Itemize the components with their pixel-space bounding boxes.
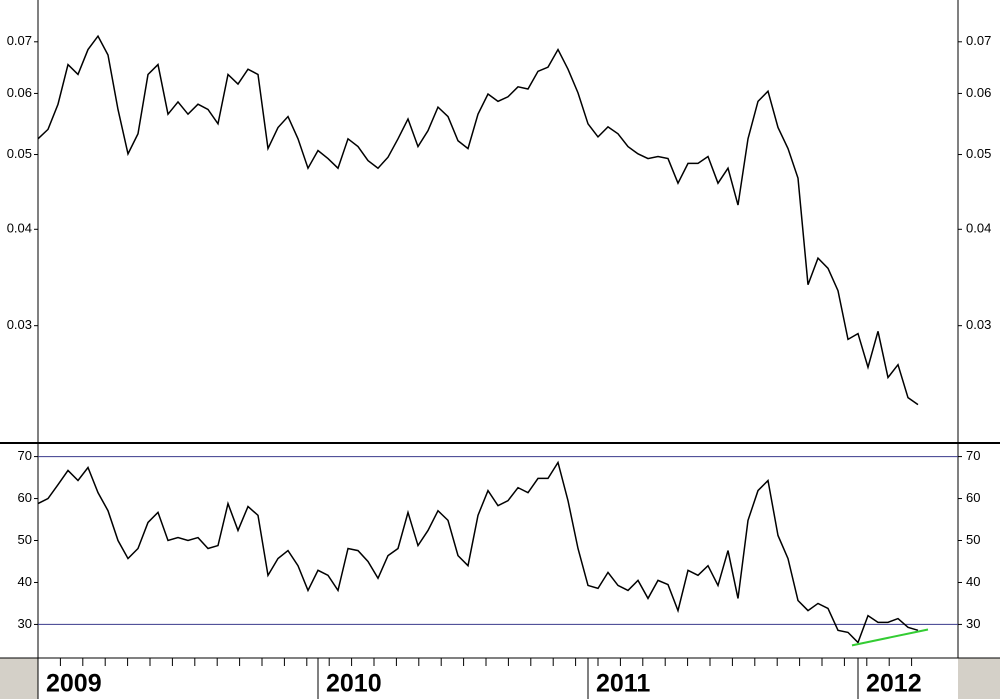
x-tick-label: 2009 bbox=[46, 670, 102, 698]
y-tick-label: 40 bbox=[18, 574, 32, 589]
y-tick-label: 70 bbox=[18, 448, 32, 463]
y-tick-label: 0.06 bbox=[966, 85, 991, 100]
x-tick-label: 2010 bbox=[326, 670, 382, 698]
y-tick-label: 40 bbox=[966, 574, 980, 589]
y-tick-label: 0.03 bbox=[7, 317, 32, 332]
y-tick-label: 60 bbox=[966, 490, 980, 505]
y-tick-label: 0.07 bbox=[966, 33, 991, 48]
price-line bbox=[37, 34, 919, 406]
price-line bbox=[37, 460, 919, 644]
x-tick-label: 2012 bbox=[866, 670, 922, 698]
y-tick-label: 0.05 bbox=[966, 146, 991, 161]
y-tick-label: 0.07 bbox=[7, 33, 32, 48]
y-tick-label: 30 bbox=[18, 616, 32, 631]
y-tick-label: 0.03 bbox=[966, 317, 991, 332]
y-tick-label: 0.06 bbox=[7, 85, 32, 100]
x-tick-label: 2011 bbox=[596, 670, 650, 698]
y-tick-label: 0.04 bbox=[7, 221, 32, 236]
y-tick-label: 50 bbox=[966, 532, 980, 547]
y-tick-label: 50 bbox=[18, 532, 32, 547]
corner bbox=[0, 658, 38, 699]
trend-line bbox=[851, 628, 929, 647]
y-tick-label: 0.05 bbox=[7, 146, 32, 161]
y-tick-label: 60 bbox=[18, 490, 32, 505]
y-tick-label: 0.04 bbox=[966, 221, 991, 236]
y-tick-label: 30 bbox=[966, 616, 980, 631]
y-tick-label: 70 bbox=[966, 448, 980, 463]
corner bbox=[958, 658, 1000, 699]
